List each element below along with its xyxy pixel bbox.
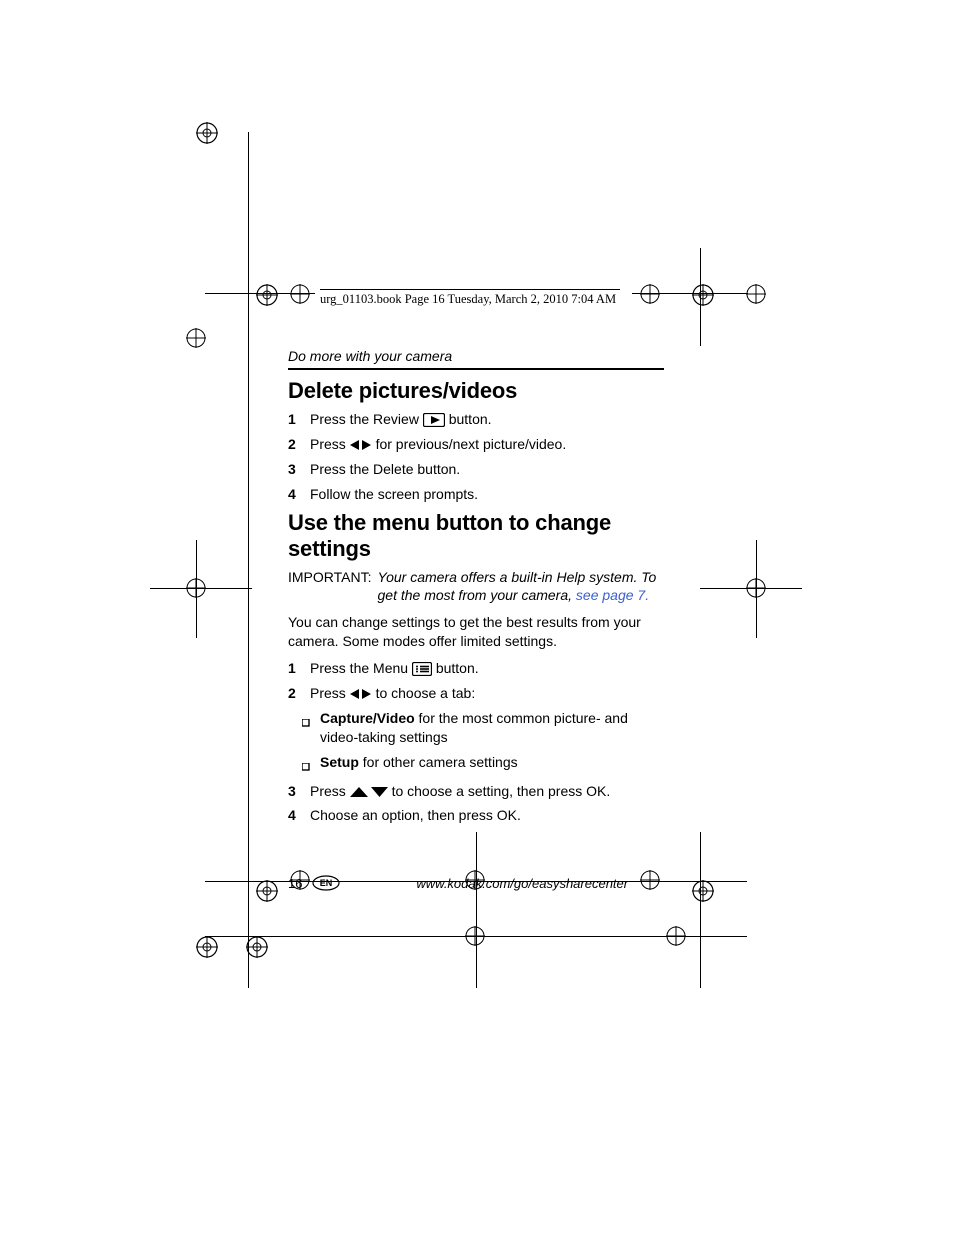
step-text: Press the Review button. (310, 410, 664, 429)
important-note: IMPORTANT: Your camera offers a built-in… (288, 568, 664, 606)
step-number: 4 (288, 485, 300, 504)
step-text: Press to choose a tab: (310, 684, 664, 703)
footer-url: www.kodak.com/go/easysharecenter (380, 876, 664, 891)
step-number: 1 (288, 410, 300, 429)
step-item: 3 Press the Delete button. (288, 460, 664, 479)
step-item: 1 Press the Menu button. (288, 659, 664, 678)
step-text: Press the Delete button. (310, 460, 664, 479)
important-text: Your camera offers a built-in Help syste… (378, 568, 665, 606)
bullet-text: Setup for other camera settings (320, 753, 664, 776)
steps-menu: 1 Press the Menu button. 2 Press to choos… (288, 659, 664, 825)
section-title-menu: Use the menu button to change settings (288, 510, 664, 562)
step-item: 4 Choose an option, then press OK. (288, 806, 664, 825)
step-number: 2 (288, 435, 300, 454)
bullet-text: Capture/Video for the most common pictur… (320, 709, 664, 747)
step-number: 3 (288, 782, 300, 801)
section-title-delete: Delete pictures/videos (288, 378, 664, 404)
step-text: Follow the screen prompts. (310, 485, 664, 504)
bullets-wrap: Capture/Video for the most common pictur… (288, 709, 664, 776)
steps-delete: 1 Press the Review button. 2 Press for pr… (288, 410, 664, 504)
page: urg_01103.book Page 16 Tuesday, March 2,… (0, 0, 954, 1235)
step-text: Press the Menu button. (310, 659, 664, 678)
content-area: Do more with your camera Delete pictures… (288, 348, 664, 831)
see-page-link[interactable]: see page 7. (576, 587, 649, 603)
step-item: 2 Press for previous/next picture/video. (288, 435, 664, 454)
bullet-item: Setup for other camera settings (302, 753, 664, 776)
sub-bullets: Capture/Video for the most common pictur… (302, 709, 664, 776)
step-item: 3 Press to choose a setting, then press … (288, 782, 664, 801)
print-header: urg_01103.book Page 16 Tuesday, March 2,… (320, 289, 620, 307)
bullet-item: Capture/Video for the most common pictur… (302, 709, 664, 747)
step-text: Press for previous/next picture/video. (310, 435, 664, 454)
square-bullet-icon (302, 713, 310, 747)
step-item: 1 Press the Review button. (288, 410, 664, 429)
step-number: 2 (288, 684, 300, 703)
square-bullet-icon (302, 757, 310, 776)
lang-badge: EN (312, 875, 340, 891)
step-number: 4 (288, 806, 300, 825)
intro-paragraph: You can change settings to get the best … (288, 613, 664, 651)
step-number: 3 (288, 460, 300, 479)
step-number: 1 (288, 659, 300, 678)
important-label: IMPORTANT: (288, 568, 372, 606)
step-item: 4 Follow the screen prompts. (288, 485, 664, 504)
step-item: 2 Press to choose a tab: (288, 684, 664, 703)
running-head: Do more with your camera (288, 348, 664, 370)
step-text: Press to choose a setting, then press OK… (310, 782, 664, 801)
svg-text:EN: EN (320, 878, 333, 888)
step-text: Choose an option, then press OK. (310, 806, 664, 825)
